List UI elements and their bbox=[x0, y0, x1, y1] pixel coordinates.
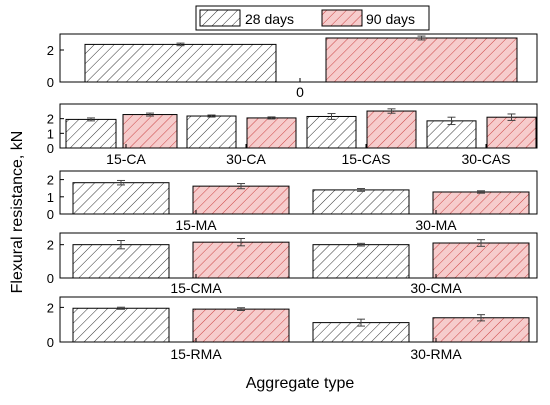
y-tick-label: 2 bbox=[47, 238, 54, 253]
bar-90-days bbox=[486, 116, 537, 149]
panel-frame bbox=[59, 170, 538, 215]
bar-28-days bbox=[65, 118, 117, 149]
bar-90-days bbox=[246, 117, 297, 149]
panel-frame bbox=[59, 296, 538, 343]
y-tick-label: 1 bbox=[47, 126, 54, 141]
y-tick-label: 2 bbox=[47, 43, 54, 58]
panel-frame bbox=[59, 232, 538, 279]
bar-90-days bbox=[432, 191, 530, 215]
legend: 28 days 90 days bbox=[195, 5, 430, 31]
category-label: 30-MA bbox=[415, 217, 457, 233]
y-tick-label: 1 bbox=[47, 190, 54, 205]
y-tick-label: 0 bbox=[47, 207, 54, 222]
bar-90-days bbox=[432, 317, 530, 343]
y-axis-title: Flexural resistance, kN bbox=[9, 131, 26, 294]
bar-90-days bbox=[366, 110, 417, 149]
y-tick-label: 0 bbox=[47, 141, 54, 156]
bar-90-days bbox=[192, 241, 290, 279]
category-label: 15-MA bbox=[175, 217, 217, 233]
category-label: 15-RMA bbox=[170, 346, 222, 362]
bar-90-days bbox=[192, 185, 290, 215]
category-label: 30-RMA bbox=[410, 346, 462, 362]
bar-28-days bbox=[312, 189, 410, 215]
y-tick-label: 2 bbox=[47, 112, 54, 127]
bar-28-days bbox=[72, 307, 170, 343]
bar-28-days bbox=[312, 244, 410, 279]
legend-swatch-90-days bbox=[321, 9, 363, 27]
category-label: 30-CA bbox=[226, 151, 266, 167]
y-tick-label: 0 bbox=[47, 335, 54, 350]
category-label: 15-CA bbox=[106, 151, 146, 167]
bar-28-days bbox=[84, 43, 277, 83]
bar-90-days bbox=[325, 37, 518, 83]
bar-90-days bbox=[122, 114, 178, 149]
category-label: 15-CAS bbox=[341, 151, 390, 167]
panel-3: 0 1 2 15-MA 30-MA bbox=[47, 170, 538, 233]
bar-90-days bbox=[192, 308, 290, 343]
bar-28-days bbox=[186, 115, 237, 149]
category-label: 15-CMA bbox=[170, 280, 222, 296]
category-label: 30-CAS bbox=[461, 151, 510, 167]
panel-2: 012 15-CA 30-CA 15-CAS 30-CAS bbox=[47, 103, 538, 167]
category-label: 0 bbox=[296, 84, 304, 100]
bar-90-days bbox=[432, 242, 530, 279]
panel-4: 0 2 15-CMA 30-CMA bbox=[47, 232, 538, 296]
y-tick-label: 2 bbox=[47, 300, 54, 315]
bar-28-days bbox=[72, 182, 170, 215]
y-tick-label: 2 bbox=[47, 173, 54, 188]
legend-swatch-28-days bbox=[199, 9, 241, 27]
category-label: 30-CMA bbox=[410, 280, 462, 296]
legend-label-90-days: 90 days bbox=[366, 11, 415, 27]
bar-28-days bbox=[306, 115, 357, 149]
bar-28-days bbox=[72, 244, 170, 279]
y-tick-label: 0 bbox=[47, 75, 54, 90]
panel-5: 0 2 15-RMA 30-RMA bbox=[47, 296, 538, 362]
panel-frame bbox=[59, 33, 538, 83]
panel-frame bbox=[59, 103, 538, 149]
legend-label-28-days: 28 days bbox=[245, 11, 294, 27]
x-axis-title: Aggregate type bbox=[246, 375, 355, 392]
panel-1: 0 2 0 bbox=[47, 33, 538, 100]
y-tick-label: 0 bbox=[47, 271, 54, 286]
